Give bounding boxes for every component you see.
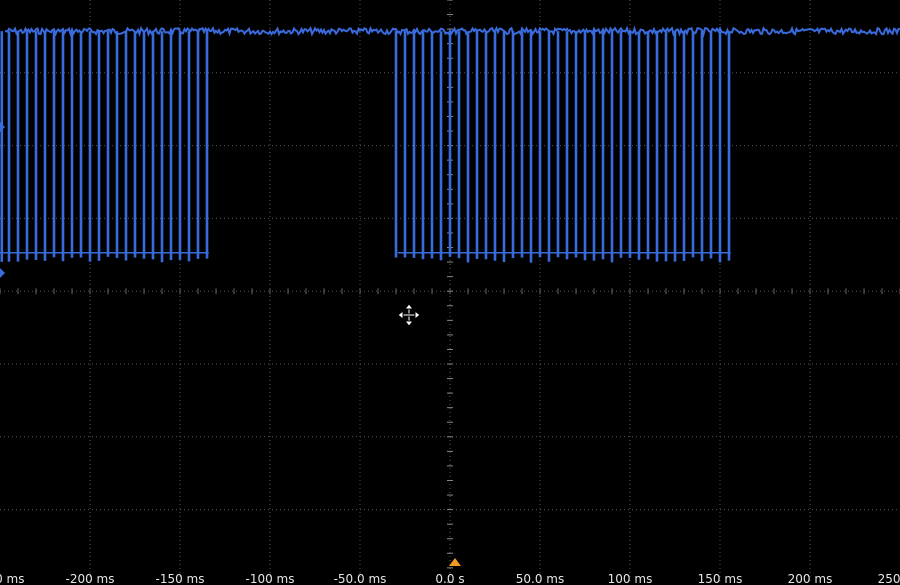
trace-pulse [601,31,605,260]
level-marker-high-icon[interactable] [0,122,5,132]
time-tick-label: 200 ms [788,572,833,585]
trace-pulse [448,31,452,257]
trace-pulse [565,31,569,260]
trace-pulse [529,31,533,263]
trace-pulse [61,31,65,262]
trace-pulse [52,31,56,258]
trace-pulse [43,31,47,261]
time-tick-label: 250 ms [878,572,900,585]
trace-pulse [574,31,578,258]
trace-pulse [16,31,20,262]
trace-pulse [727,31,731,261]
trace-pulse [547,31,551,262]
trace-pulse [646,31,650,260]
trace-pulse [466,31,470,263]
time-tick-label: -50.0 ms [334,572,387,585]
time-tick-label: 150 ms [698,572,743,585]
level-marker-low-icon[interactable] [0,268,5,278]
trace-pulse [673,31,677,262]
trace-pulse [430,31,434,259]
trace-pulse [502,31,506,263]
trace-pulse [592,31,596,261]
trace-pulse [709,31,713,259]
trace-pulse [475,31,479,259]
trace-pulse [556,31,560,258]
time-axis-labels: -250 ms -200 ms -150 ms -100 ms -50.0 ms 0.0 … [0,572,900,585]
signal-trace [0,25,900,263]
trace-pulse [664,31,668,262]
trace-pulse [70,31,74,258]
trace-pulse [421,31,425,260]
trace-pulse [484,31,488,260]
trace-pulse [520,31,524,258]
trace-pulse [169,31,173,261]
move-cursor-icon [398,304,420,326]
trace-pulse [628,31,632,258]
trace-pulse [88,31,92,262]
trace-pulse [97,31,101,261]
trace-pulse [79,31,83,258]
trace-pulse [160,31,164,263]
trace-pulse [493,31,497,261]
trace-pulse [682,31,686,261]
trace-pulse [106,31,110,257]
trace-pulse [619,31,623,258]
time-tick-label: 100 ms [608,572,653,585]
trace-pulse [124,31,128,261]
trace-pulse [25,31,29,260]
trace-pulse [511,31,515,259]
trace-pulse [7,31,11,262]
trace-pulse [205,31,209,259]
trace-pulse [583,31,587,261]
trace-pulse [178,31,182,260]
time-tick-label: -250 ms [0,572,25,585]
trace-pulse [133,31,137,258]
time-tick-label: -200 ms [66,572,115,585]
trace-pulse [439,31,443,261]
trace-pulse [412,31,416,258]
trace-pulse [394,31,398,258]
trace-pulse [637,31,641,260]
trace-pulse [142,31,146,259]
time-tick-label: -100 ms [246,572,295,585]
trace-pulse [691,31,695,258]
trace-pulse [610,31,614,263]
trigger-position-marker-icon[interactable] [449,558,461,566]
trace-pulse [187,31,191,262]
trace-pulse [700,31,704,262]
trace-pulse [151,31,155,260]
trace-pulse [655,31,659,262]
time-tick-label: 0.0 s [435,572,464,585]
trace-pulse [0,31,4,262]
trace-pulse [718,31,722,263]
time-tick-label: 50.0 ms [516,572,564,585]
time-tick-label: -150 ms [156,572,205,585]
trace-pulse [403,31,407,258]
trace-pulse [538,31,542,258]
trace-pulse [457,31,461,259]
trace-pulse [115,31,119,259]
trace-pulse [196,31,200,259]
trace-pulse [34,31,38,261]
